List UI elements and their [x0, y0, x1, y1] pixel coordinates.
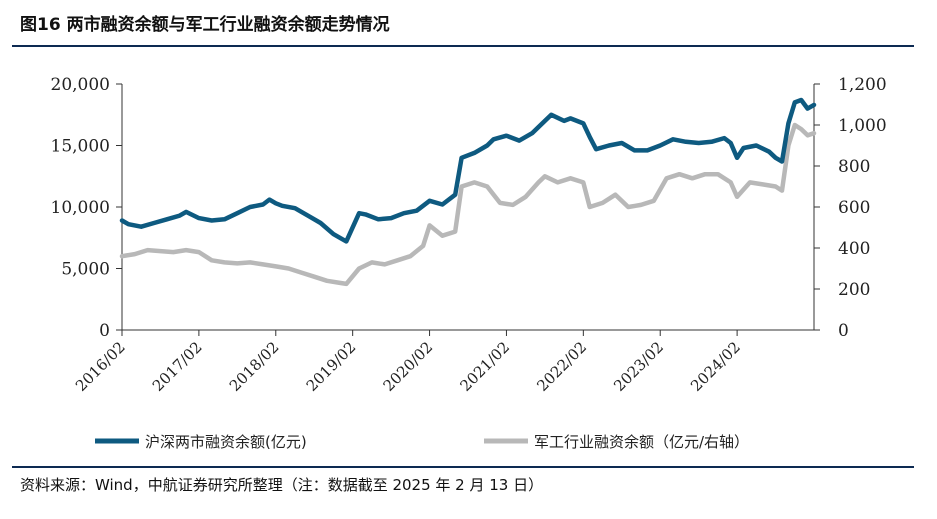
y-right-tick-label: 400	[838, 239, 870, 259]
x-tick-label: 2019/02	[303, 338, 360, 395]
x-tick-label: 2020/02	[380, 338, 437, 395]
x-tick-label: 2017/02	[149, 338, 206, 395]
x-tick-label: 2022/02	[533, 338, 590, 395]
y-right-tick-label: 200	[838, 280, 870, 300]
source-rule	[12, 466, 914, 468]
y-right-tick-label: 600	[838, 198, 870, 218]
x-tick-label: 2016/02	[72, 338, 129, 395]
y-left-tick-label: 20,000	[51, 75, 110, 95]
defense-margin-line	[119, 122, 817, 287]
x-tick-label: 2021/02	[456, 338, 513, 395]
x-axis: 2016/02 2017/02 2018/02 2019/02 2020/02 2021/…	[72, 329, 814, 395]
source-note: 资料来源：Wind，中航证券研究所整理（注：数据截至 2025 年 2 月 13…	[20, 476, 544, 494]
title-rule	[12, 45, 914, 47]
x-tick-label: 2023/02	[610, 338, 667, 395]
y-right-tick-label: 0	[838, 321, 849, 341]
series-lines	[119, 97, 817, 287]
y-left-axis: 0 5,000 10,000 15,000 20,000	[51, 75, 123, 341]
y-left-tick-label: 15,000	[51, 137, 110, 157]
legend: 沪深两市融资余额(亿元) 军工行业融资余额（亿元/右轴）	[95, 433, 749, 451]
y-left-tick-label: 0	[99, 321, 110, 341]
y-right-tick-label: 1,200	[838, 75, 887, 95]
legend-label: 军工行业融资余额（亿元/右轴）	[534, 433, 749, 451]
chart-title: 图16 两市融资余额与军工行业融资余额走势情况	[20, 15, 390, 35]
chart-area: 0 5,000 10,000 15,000 20,000 0 200 400 600 800 1,…	[51, 75, 887, 451]
market-margin-line	[119, 97, 817, 244]
x-tick-label: 2024/02	[687, 338, 744, 395]
y-right-tick-label: 1,000	[838, 116, 887, 136]
y-right-tick-label: 800	[838, 157, 870, 177]
y-left-tick-label: 10,000	[51, 198, 110, 218]
legend-label: 沪深两市融资余额(亿元)	[145, 433, 307, 451]
x-tick-label: 2018/02	[226, 338, 283, 395]
y-left-tick-label: 5,000	[61, 260, 110, 280]
y-right-axis: 0 200 400 600 800 1,000 1,200	[813, 75, 887, 341]
